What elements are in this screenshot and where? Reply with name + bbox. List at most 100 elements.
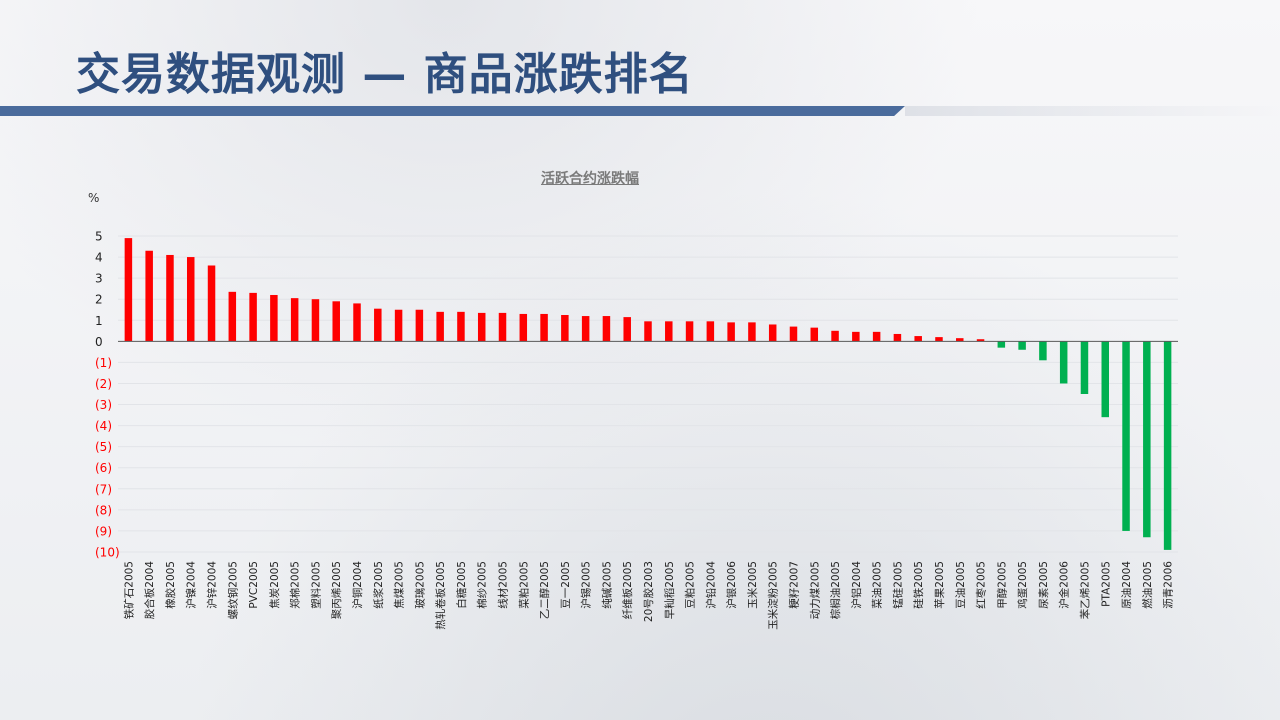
y-tick-label: 1 xyxy=(95,314,103,328)
x-tick-label: 白糖2005 xyxy=(455,561,468,609)
x-tick-label: 豆油2005 xyxy=(954,561,967,609)
x-tick-label: 螺纹钢2005 xyxy=(226,561,239,619)
title-underline-bar xyxy=(0,106,905,116)
x-tick-label: 燃油2005 xyxy=(1141,561,1154,609)
x-tick-label: 尿素2005 xyxy=(1037,561,1050,609)
bar xyxy=(124,238,133,342)
bar xyxy=(768,324,777,342)
bar xyxy=(893,333,902,342)
bar xyxy=(956,338,964,342)
bar xyxy=(249,292,257,342)
y-tick-label: (7) xyxy=(95,482,112,496)
y-tick-label: 0 xyxy=(95,335,103,349)
x-tick-label: 沪锡2005 xyxy=(580,561,593,609)
y-tick-label: (9) xyxy=(95,524,112,538)
bar xyxy=(872,331,881,342)
y-tick-label: 4 xyxy=(95,251,103,265)
x-tick-label: 锰硅2005 xyxy=(891,561,904,609)
bar xyxy=(581,316,590,342)
y-axis-unit-label: % xyxy=(88,191,100,205)
x-tick-label: 沪铅2004 xyxy=(704,561,717,609)
x-tick-label: 橡胶2005 xyxy=(164,561,177,609)
x-tick-label: PTA2005 xyxy=(1100,561,1112,607)
x-tick-label: 甲醇2005 xyxy=(995,561,1008,609)
bar xyxy=(374,308,382,342)
y-tick-label: 3 xyxy=(95,272,103,286)
x-tick-label: 红枣2005 xyxy=(975,561,988,609)
bar xyxy=(810,327,819,342)
y-tick-label: 2 xyxy=(95,293,103,307)
x-tick-label: 乙二醇2005 xyxy=(538,561,551,619)
x-tick-label: 沪银2006 xyxy=(725,561,738,609)
x-tick-label: 纸浆2005 xyxy=(372,561,385,609)
x-tick-label: 沥青2006 xyxy=(1162,561,1175,609)
x-tick-label: 早籼稻2005 xyxy=(663,561,676,619)
bar xyxy=(270,294,278,342)
x-tick-label: 郑棉2005 xyxy=(289,561,302,609)
y-tick-label: (4) xyxy=(95,419,112,433)
y-tick-label: (3) xyxy=(95,398,112,412)
bar xyxy=(290,298,299,342)
bar xyxy=(1163,341,1172,550)
y-tick-label: (5) xyxy=(95,440,112,454)
y-tick-label: (1) xyxy=(95,356,112,370)
bar xyxy=(166,254,174,342)
y-tick-label: (8) xyxy=(95,503,112,517)
bar xyxy=(623,317,631,342)
y-tick-label: (10) xyxy=(95,546,120,560)
bar xyxy=(457,311,465,342)
x-tick-label: 沪铝2004 xyxy=(850,561,863,609)
bar xyxy=(789,326,798,342)
bar xyxy=(665,321,673,342)
bar xyxy=(1143,341,1151,538)
bar xyxy=(1059,341,1068,384)
x-tick-label: 棕榈油2005 xyxy=(829,561,842,619)
y-tick-label: (2) xyxy=(95,377,112,391)
x-tick-label: 沪金2006 xyxy=(1058,561,1071,609)
bar xyxy=(748,322,756,342)
y-tick-label: 5 xyxy=(95,230,103,244)
x-tick-label: 棉纱2005 xyxy=(476,561,489,609)
x-tick-label: 焦煤2005 xyxy=(393,561,406,609)
bar xyxy=(831,330,839,342)
x-tick-label: 粳籽2007 xyxy=(787,561,800,609)
x-tick-label: 20号胶2003 xyxy=(642,561,655,622)
x-tick-label: PVC2005 xyxy=(248,561,260,609)
bar xyxy=(394,309,403,342)
bar xyxy=(1080,341,1089,394)
bar xyxy=(415,309,424,342)
bar xyxy=(311,299,320,342)
bar xyxy=(561,315,569,342)
bar xyxy=(1018,341,1026,350)
bar xyxy=(145,250,153,342)
x-tick-label: 动力煤2005 xyxy=(808,561,821,619)
bar xyxy=(727,322,735,342)
bar xyxy=(997,341,1006,348)
x-tick-label: 菜粕2005 xyxy=(517,561,530,609)
bar xyxy=(706,321,715,342)
x-tick-label: 苯乙烯2005 xyxy=(1078,561,1091,619)
bar xyxy=(976,339,985,342)
bar xyxy=(602,316,611,342)
x-tick-label: 玻璃2005 xyxy=(413,561,426,609)
x-tick-label: 聚丙烯2005 xyxy=(330,561,343,619)
bar xyxy=(498,312,507,342)
x-tick-label: 纤维板2005 xyxy=(621,561,634,619)
x-tick-label: 焦炭2005 xyxy=(268,561,281,609)
y-tick-label: (6) xyxy=(95,461,112,475)
title-underline-fade xyxy=(905,106,1280,116)
x-tick-label: 胶合板2004 xyxy=(143,561,156,620)
x-tick-label: 苹果2005 xyxy=(933,561,946,609)
x-tick-label: 沪锌2004 xyxy=(206,561,219,609)
bar xyxy=(1101,341,1110,418)
x-tick-label: 豆一2005 xyxy=(560,561,572,609)
x-tick-label: 沪镍2004 xyxy=(185,561,198,609)
bar xyxy=(914,336,922,342)
x-tick-label: 菜油2005 xyxy=(871,561,884,609)
x-tick-label: 纯碱2005 xyxy=(600,561,613,609)
x-tick-label: 鸡蛋2005 xyxy=(1016,561,1029,609)
bar xyxy=(477,312,486,342)
bar xyxy=(540,313,548,342)
bar xyxy=(935,337,943,342)
